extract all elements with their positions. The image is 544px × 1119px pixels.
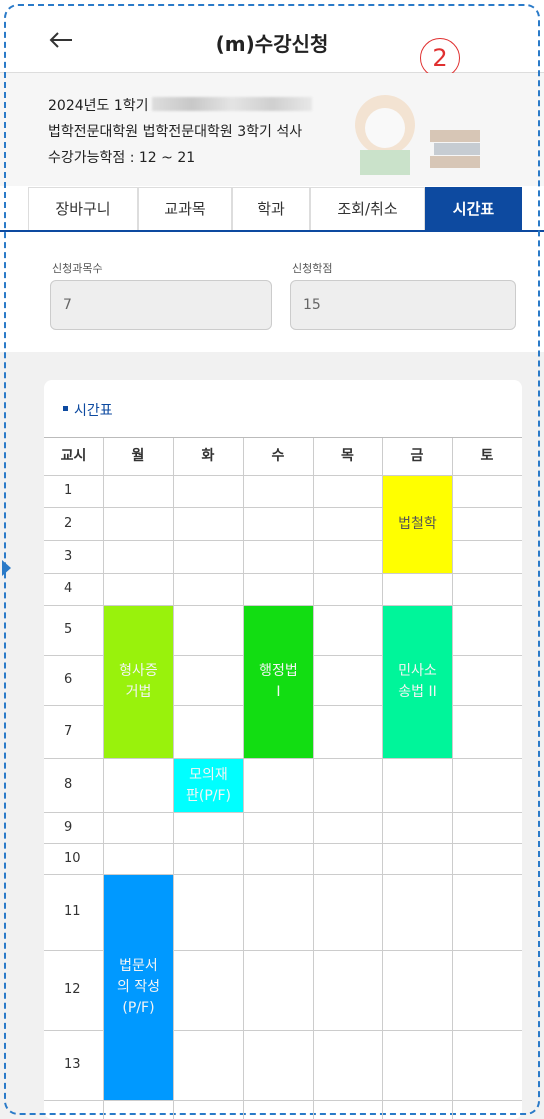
course-name-line: 민사소 bbox=[398, 661, 437, 682]
field-input: 15 bbox=[290, 280, 516, 330]
course-name-line: 거법 bbox=[126, 682, 152, 703]
tab[interactable]: 시간표 bbox=[425, 187, 522, 230]
pointer-arrow bbox=[2, 560, 12, 576]
period-label: 11 bbox=[64, 874, 81, 950]
course-block[interactable]: 법철학 bbox=[383, 476, 452, 573]
column-line bbox=[452, 437, 453, 1119]
period-label: 9 bbox=[64, 812, 72, 843]
row-line bbox=[44, 573, 522, 574]
course-name-line: 법철학 bbox=[398, 514, 437, 535]
column-header: 교시 bbox=[44, 437, 103, 475]
course-name-line: 송법 II bbox=[398, 682, 436, 703]
row-line bbox=[44, 1100, 522, 1101]
screen: (m)수강신청 2 2024년도 1학기 법학전문대학원 법학전문대학원 3학기… bbox=[0, 0, 544, 1119]
column-header: 화 bbox=[173, 437, 243, 475]
course-name-line: I bbox=[276, 682, 280, 703]
tab[interactable]: 조회/취소 bbox=[310, 187, 425, 230]
field-label: 신청학점 bbox=[292, 260, 332, 276]
period-label: 5 bbox=[64, 605, 72, 655]
row-line bbox=[44, 758, 522, 759]
course-name-line: 형사증 bbox=[119, 661, 158, 682]
course-name-line: 행정법 bbox=[259, 661, 298, 682]
course-name-line: 의 작성 bbox=[117, 977, 160, 998]
period-label: 6 bbox=[64, 655, 72, 705]
field-input: 7 bbox=[50, 280, 272, 330]
period-label: 12 bbox=[64, 950, 81, 1030]
period-label: 1 bbox=[64, 475, 72, 507]
row-line bbox=[44, 812, 522, 813]
tab[interactable]: 학과 bbox=[232, 187, 310, 230]
tab[interactable]: 장바구니 bbox=[28, 187, 138, 230]
course-name-line: 판(P/F) bbox=[186, 786, 231, 807]
period-label: 3 bbox=[64, 540, 72, 573]
period-label: 7 bbox=[64, 705, 72, 758]
period-label: 4 bbox=[64, 573, 72, 605]
column-header: 목 bbox=[313, 437, 382, 475]
period-label: 13 bbox=[64, 1030, 81, 1100]
column-header: 토 bbox=[452, 437, 522, 475]
tab[interactable]: 교과목 bbox=[138, 187, 232, 230]
column-header: 월 bbox=[103, 437, 173, 475]
period-label: 10 bbox=[64, 843, 81, 874]
period-label: 2 bbox=[64, 507, 72, 540]
column-line bbox=[313, 437, 314, 1119]
row-line bbox=[44, 843, 522, 844]
field-label: 신청과목수 bbox=[52, 260, 103, 276]
column-header: 수 bbox=[243, 437, 313, 475]
period-label: 8 bbox=[64, 758, 72, 812]
table-top bbox=[44, 437, 522, 438]
course-name-line: (P/F) bbox=[122, 998, 154, 1019]
course-name-line: 법문서 bbox=[119, 956, 158, 977]
course-name-line: 모의재 bbox=[189, 765, 228, 786]
highlight-border bbox=[4, 4, 540, 1115]
column-line bbox=[243, 437, 244, 1119]
column-header: 금 bbox=[382, 437, 452, 475]
